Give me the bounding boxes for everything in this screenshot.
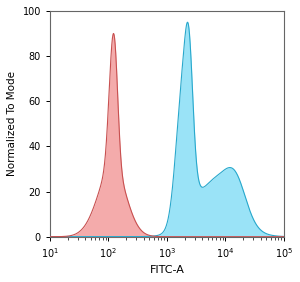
Y-axis label: Normalized To Mode: Normalized To Mode: [7, 71, 17, 176]
X-axis label: FITC-A: FITC-A: [149, 265, 184, 275]
